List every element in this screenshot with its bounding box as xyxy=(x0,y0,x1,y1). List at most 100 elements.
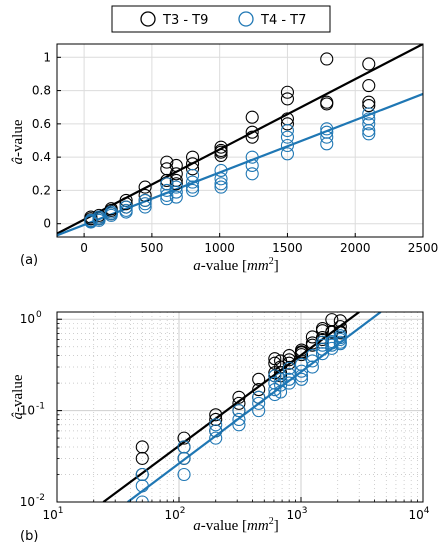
chart-b-xlabel: a-value [mm2] xyxy=(193,516,278,534)
chart-a-point xyxy=(169,177,183,191)
chart-b-point xyxy=(333,337,347,351)
chart-b-point xyxy=(135,467,149,482)
chart-a-point xyxy=(280,130,294,144)
chart-a: 0 500 1000 1500 2000 2500 0 0.2 0.4 0.6 0.8 1 (a) a… xyxy=(10,43,438,274)
chart-a-point xyxy=(214,180,228,194)
chart-a-ylabel: â-value xyxy=(10,119,26,164)
chart-a-point xyxy=(320,97,334,111)
chart-a-point xyxy=(160,188,174,202)
chart-a-point xyxy=(362,95,376,109)
chart-b-point xyxy=(177,440,191,454)
chart-a-point xyxy=(186,180,200,194)
chart-b-frame xyxy=(56,311,424,503)
chart-b-point xyxy=(294,369,309,383)
chart-a-point xyxy=(280,147,294,161)
chart-b-point xyxy=(268,387,282,402)
chart-b-point xyxy=(333,326,347,340)
chart-a-point xyxy=(280,85,294,99)
chart-a-point xyxy=(160,183,174,197)
chart-b-point xyxy=(315,332,330,347)
chart-b-point xyxy=(135,495,149,502)
chart-b-xtick-label: 104 xyxy=(408,506,429,522)
chart-a-point xyxy=(84,210,98,224)
chart-a-point xyxy=(138,200,152,214)
legend-box xyxy=(111,5,331,33)
chart-b-point xyxy=(333,332,347,347)
chart-a-ytick-label: 0.2 xyxy=(32,183,51,197)
chart-b-point xyxy=(274,385,288,399)
legend-marker-t4-t7 xyxy=(238,11,254,27)
chart-a-xtick-label: 2000 xyxy=(340,241,371,255)
chart-a-point xyxy=(169,185,183,199)
chart-b-point xyxy=(232,396,246,410)
chart-a-point xyxy=(214,177,228,191)
chart-b-xtick-label: 101 xyxy=(42,506,63,522)
chart-a-point xyxy=(169,180,183,194)
chart-b-point xyxy=(232,418,246,432)
chart-a-point xyxy=(169,167,183,181)
chart-a-frame xyxy=(56,43,424,238)
chart-b-point xyxy=(135,451,149,465)
chart-a-point xyxy=(138,197,152,211)
chart-b-xtick-label: 103 xyxy=(286,506,307,522)
chart-a-ytick-label: 1 xyxy=(43,50,51,64)
chart-b-point xyxy=(315,335,330,349)
chart-a-point xyxy=(119,200,133,214)
chart-a-point xyxy=(362,123,376,138)
chart-b-point xyxy=(232,412,246,427)
chart-b-plot-area xyxy=(102,312,382,502)
chart-b-ytick-label: 100 xyxy=(20,310,42,326)
chart-b-point xyxy=(294,372,309,386)
chart-b-point xyxy=(209,412,223,427)
chart-a-point xyxy=(362,107,376,121)
chart-b: 101 102 103 104 10-2 10-1 100 (b) a-value [mm2… xyxy=(10,310,430,544)
chart-b-point xyxy=(325,341,339,355)
chart-b-point xyxy=(315,342,330,356)
chart-a-point xyxy=(245,130,259,144)
chart-a-ytick-label: 0.4 xyxy=(32,150,51,164)
chart-a-point xyxy=(245,158,259,173)
chart-b-point xyxy=(252,390,266,404)
chart-b-point xyxy=(282,367,296,381)
chart-b-point xyxy=(177,467,191,482)
chart-b-point xyxy=(135,479,149,493)
chart-a-point xyxy=(138,180,152,194)
chart-a-ytick-label: 0.8 xyxy=(32,84,51,98)
chart-a-point xyxy=(138,193,152,207)
chart-a-plot-area xyxy=(57,44,423,237)
chart-a-point xyxy=(280,123,294,138)
chart-b-ytick-label: 10-2 xyxy=(20,493,45,509)
chart-b-point xyxy=(135,440,149,454)
chart-b-point xyxy=(209,418,223,432)
chart-a-point xyxy=(280,138,294,153)
chart-a-point xyxy=(362,99,376,113)
chart-b-point xyxy=(294,348,309,362)
chart-a-point xyxy=(245,150,259,164)
chart-b-point xyxy=(252,404,266,418)
chart-a-ticks: 0 500 1000 1500 2000 2500 0 0.2 0.4 0.6 0.8 1 xyxy=(32,50,438,255)
chart-a-point xyxy=(362,79,376,93)
chart-a-point xyxy=(280,117,294,131)
chart-b-point xyxy=(305,349,319,363)
chart-b-point xyxy=(177,451,191,465)
chart-b-point xyxy=(209,424,223,438)
chart-b-point xyxy=(305,360,319,374)
chart-b-ticks: 101 102 103 104 10-2 10-1 100 xyxy=(20,310,430,522)
chart-a-point xyxy=(186,168,200,182)
chart-a-xtick-label: 0 xyxy=(80,241,88,255)
chart-a-point xyxy=(245,125,259,139)
chart-b-ylabel: â-value xyxy=(10,374,26,419)
chart-a-point xyxy=(160,173,174,187)
chart-b-point xyxy=(209,408,223,422)
chart-a-xlabel: a-value [mm2] xyxy=(193,256,278,274)
legend-marker-t3-t9 xyxy=(140,11,156,27)
chart-a-point xyxy=(245,167,259,181)
chart-b-point xyxy=(282,361,296,375)
chart-a-point xyxy=(214,140,228,154)
legend-label-t4-t7: T4 - T7 xyxy=(260,13,306,28)
chart-a-ytick-label: 0 xyxy=(43,217,51,231)
chart-b-fit-line xyxy=(102,312,360,502)
chart-b-panel-label: (b) xyxy=(20,529,38,544)
chart-b-point xyxy=(282,353,296,367)
chart-b-ytick-label: 10-1 xyxy=(20,402,45,418)
